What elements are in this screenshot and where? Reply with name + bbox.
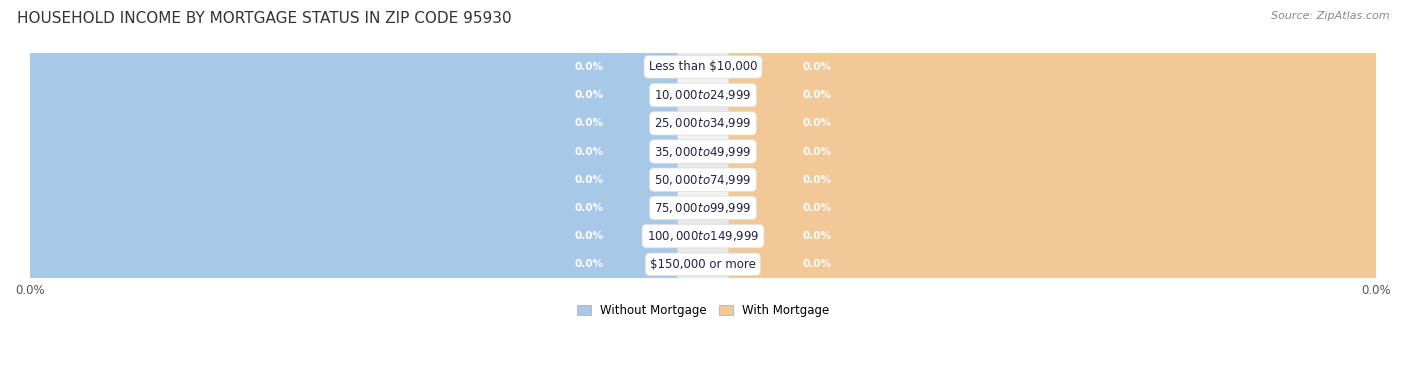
Text: 0.0%: 0.0%	[803, 175, 832, 185]
FancyBboxPatch shape	[728, 165, 1385, 251]
Text: 0.0%: 0.0%	[574, 203, 603, 213]
FancyBboxPatch shape	[728, 222, 1385, 307]
FancyBboxPatch shape	[20, 180, 1386, 293]
Text: HOUSEHOLD INCOME BY MORTGAGE STATUS IN ZIP CODE 95930: HOUSEHOLD INCOME BY MORTGAGE STATUS IN Z…	[17, 11, 512, 26]
Text: 0.0%: 0.0%	[574, 231, 603, 241]
Text: $10,000 to $24,999: $10,000 to $24,999	[654, 88, 752, 102]
Text: 0.0%: 0.0%	[803, 259, 832, 269]
FancyBboxPatch shape	[20, 208, 1386, 321]
Text: $25,000 to $34,999: $25,000 to $34,999	[654, 116, 752, 130]
FancyBboxPatch shape	[728, 137, 1385, 222]
FancyBboxPatch shape	[21, 165, 678, 251]
FancyBboxPatch shape	[728, 24, 1385, 110]
FancyBboxPatch shape	[21, 137, 678, 222]
Text: 0.0%: 0.0%	[803, 147, 832, 156]
FancyBboxPatch shape	[20, 67, 1386, 180]
FancyBboxPatch shape	[21, 53, 678, 138]
Legend: Without Mortgage, With Mortgage: Without Mortgage, With Mortgage	[572, 300, 834, 322]
Text: $75,000 to $99,999: $75,000 to $99,999	[654, 201, 752, 215]
FancyBboxPatch shape	[728, 81, 1385, 166]
FancyBboxPatch shape	[20, 123, 1386, 236]
Text: 0.0%: 0.0%	[574, 118, 603, 128]
Text: 0.0%: 0.0%	[803, 90, 832, 100]
FancyBboxPatch shape	[20, 11, 1386, 123]
Text: 0.0%: 0.0%	[803, 62, 832, 72]
Text: $35,000 to $49,999: $35,000 to $49,999	[654, 144, 752, 158]
Text: 0.0%: 0.0%	[574, 259, 603, 269]
FancyBboxPatch shape	[728, 53, 1385, 138]
Text: 0.0%: 0.0%	[574, 175, 603, 185]
FancyBboxPatch shape	[21, 109, 678, 194]
Text: $150,000 or more: $150,000 or more	[650, 258, 756, 271]
FancyBboxPatch shape	[21, 194, 678, 279]
FancyBboxPatch shape	[21, 24, 678, 110]
Text: Less than $10,000: Less than $10,000	[648, 60, 758, 73]
FancyBboxPatch shape	[21, 81, 678, 166]
FancyBboxPatch shape	[728, 109, 1385, 194]
FancyBboxPatch shape	[20, 152, 1386, 264]
FancyBboxPatch shape	[728, 194, 1385, 279]
FancyBboxPatch shape	[20, 39, 1386, 152]
Text: 0.0%: 0.0%	[574, 90, 603, 100]
Text: $50,000 to $74,999: $50,000 to $74,999	[654, 173, 752, 187]
Text: Source: ZipAtlas.com: Source: ZipAtlas.com	[1271, 11, 1389, 21]
Text: 0.0%: 0.0%	[803, 118, 832, 128]
Text: $100,000 to $149,999: $100,000 to $149,999	[647, 229, 759, 243]
Text: 0.0%: 0.0%	[574, 62, 603, 72]
Text: 0.0%: 0.0%	[803, 231, 832, 241]
FancyBboxPatch shape	[21, 222, 678, 307]
FancyBboxPatch shape	[20, 95, 1386, 208]
Text: 0.0%: 0.0%	[803, 203, 832, 213]
Text: 0.0%: 0.0%	[574, 147, 603, 156]
